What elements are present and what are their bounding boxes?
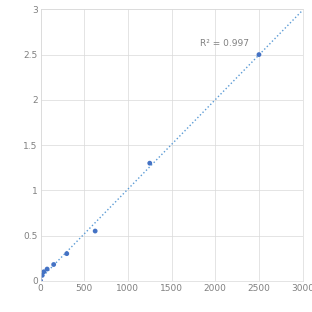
Text: R² = 0.997: R² = 0.997	[200, 39, 249, 48]
Point	[51, 262, 56, 267]
Point	[147, 161, 152, 166]
Point	[93, 228, 98, 233]
Point	[38, 278, 43, 283]
Point	[64, 251, 69, 256]
Point	[41, 269, 46, 274]
Point	[45, 266, 50, 271]
Point	[40, 273, 45, 278]
Point	[256, 52, 261, 57]
